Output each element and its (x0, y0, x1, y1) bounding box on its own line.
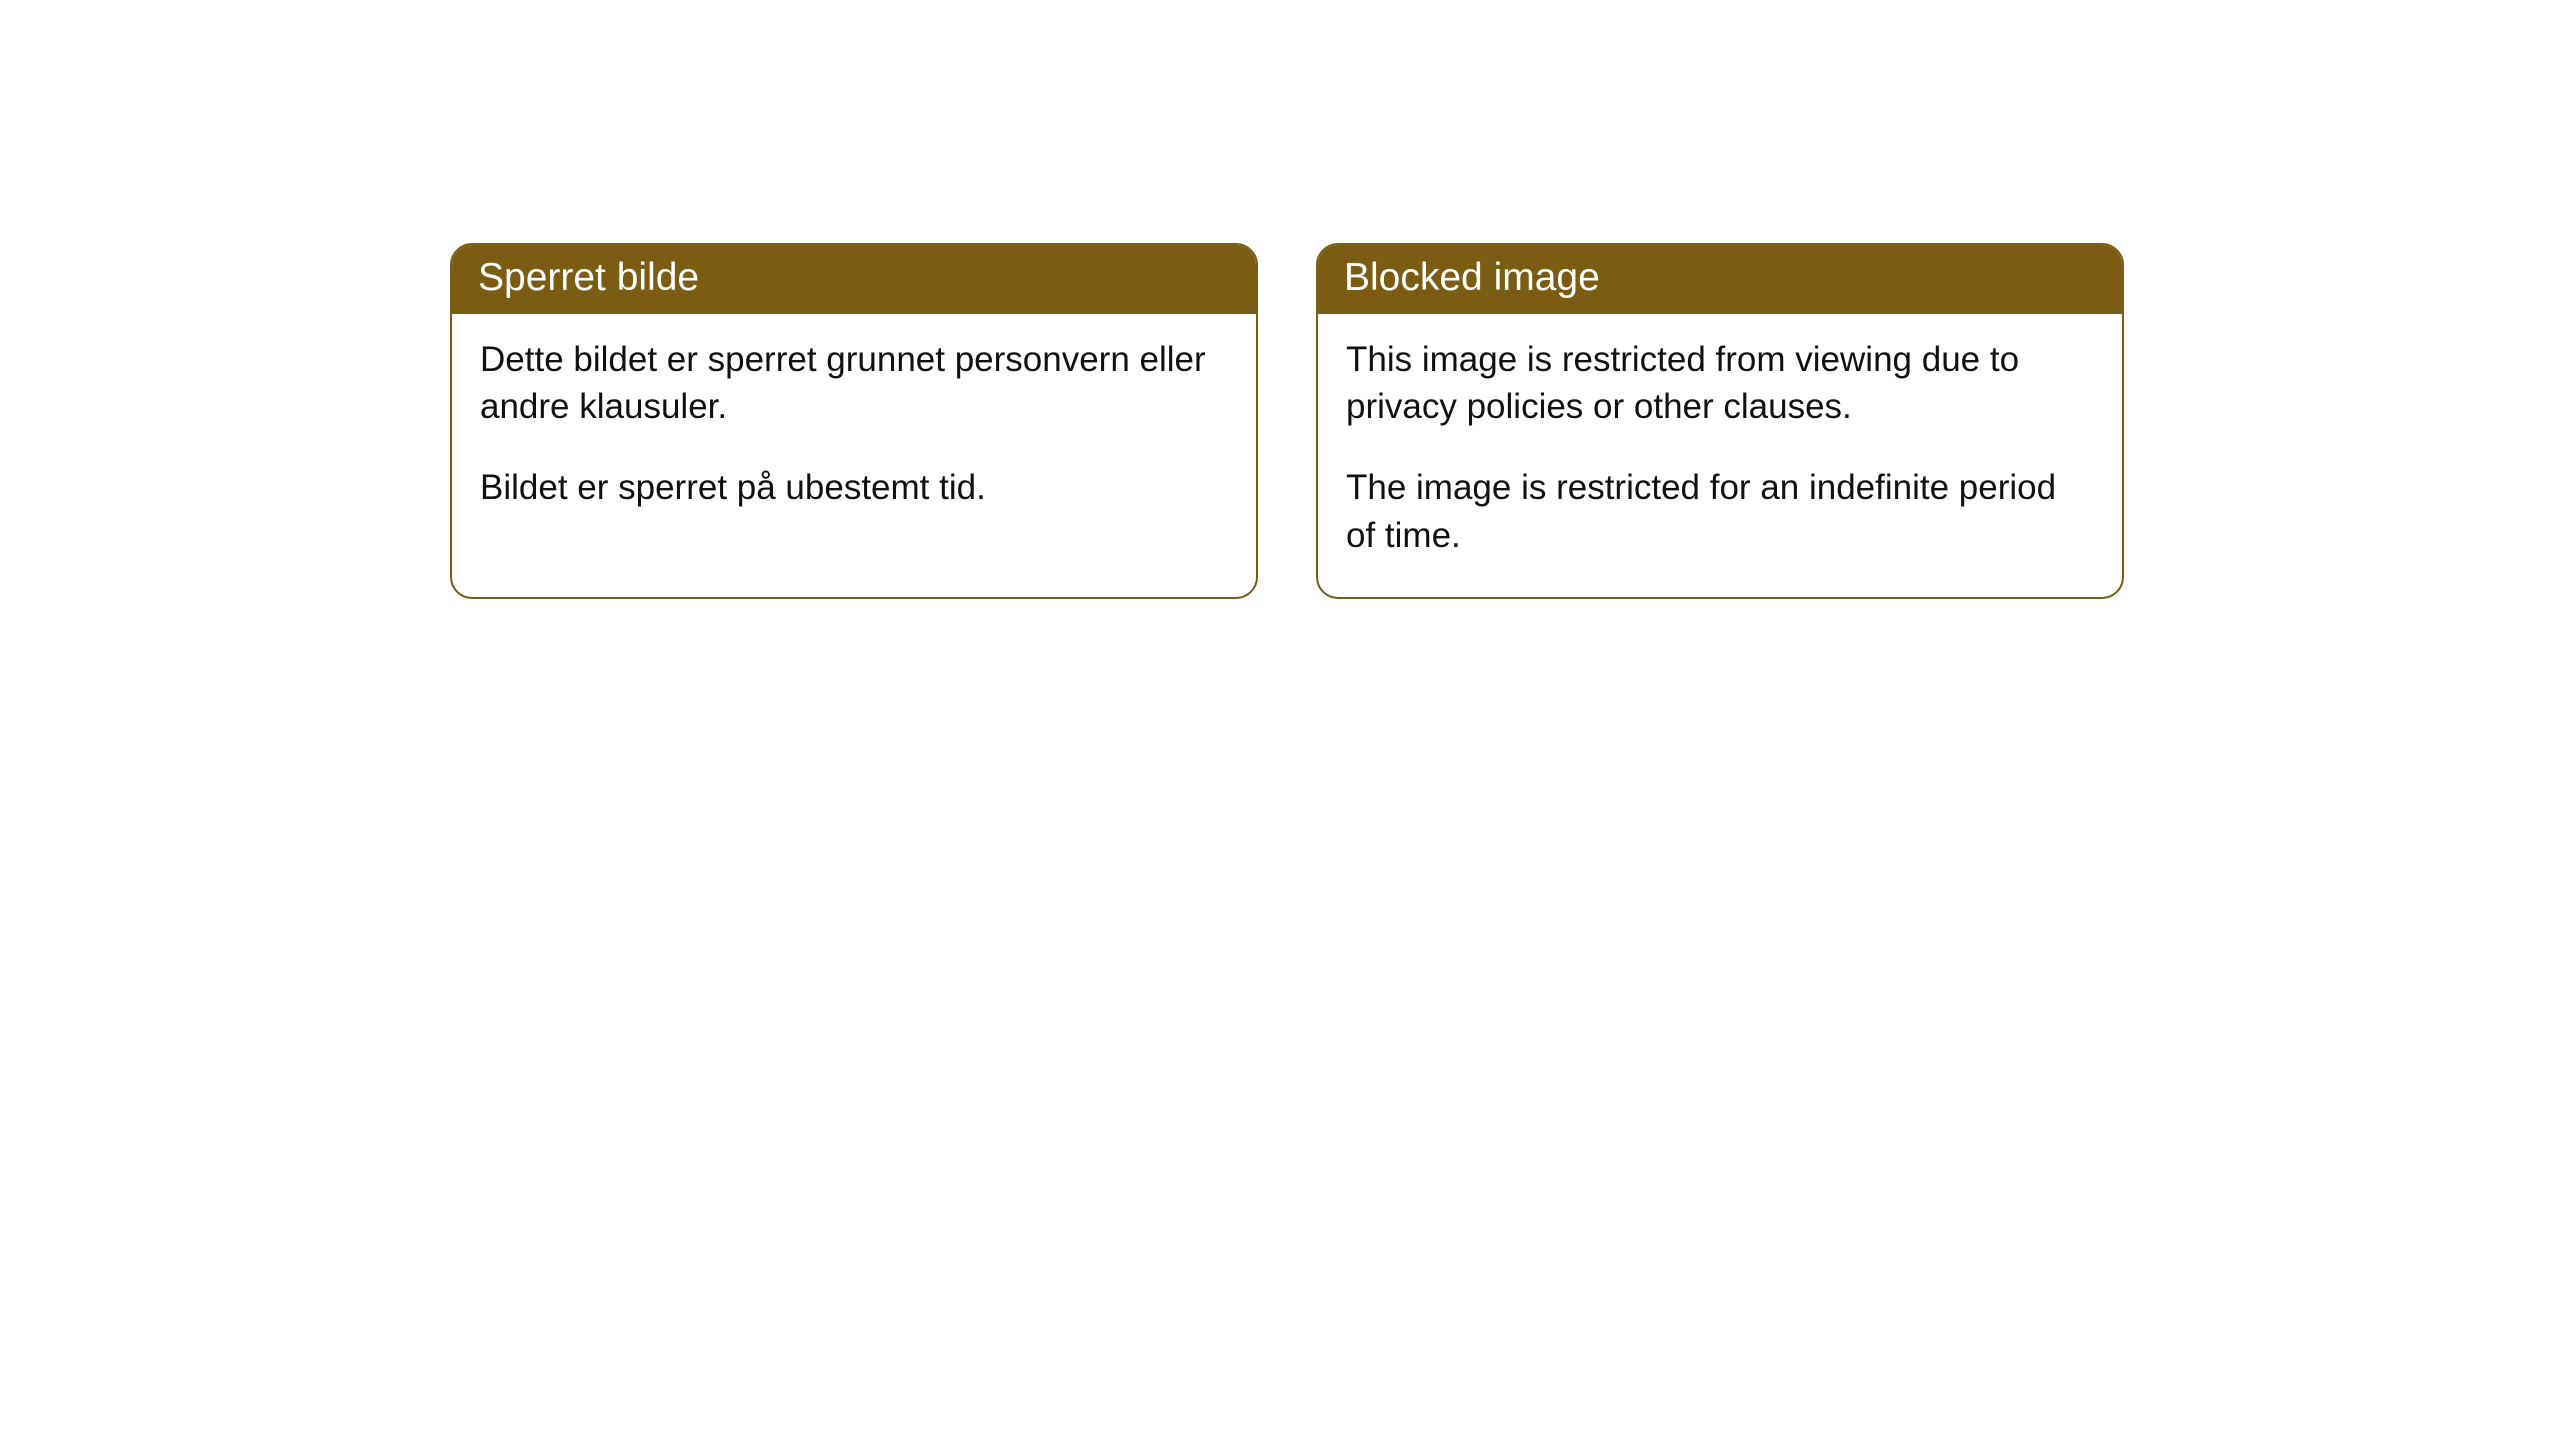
card-para2-no: Bildet er sperret på ubestemt tid. (480, 464, 1228, 511)
notice-container: Sperret bilde Dette bildet er sperret gr… (0, 0, 2560, 599)
blocked-image-card-en: Blocked image This image is restricted f… (1316, 243, 2124, 599)
card-body-en: This image is restricted from viewing du… (1318, 314, 2122, 597)
card-para1-en: This image is restricted from viewing du… (1346, 336, 2094, 431)
card-para1-no: Dette bildet er sperret grunnet personve… (480, 336, 1228, 431)
card-header-en: Blocked image (1318, 245, 2122, 314)
blocked-image-card-no: Sperret bilde Dette bildet er sperret gr… (450, 243, 1258, 599)
card-body-no: Dette bildet er sperret grunnet personve… (452, 314, 1256, 550)
card-title-en: Blocked image (1344, 256, 1600, 299)
card-header-no: Sperret bilde (452, 245, 1256, 314)
card-title-no: Sperret bilde (478, 256, 699, 299)
card-para2-en: The image is restricted for an indefinit… (1346, 464, 2094, 559)
